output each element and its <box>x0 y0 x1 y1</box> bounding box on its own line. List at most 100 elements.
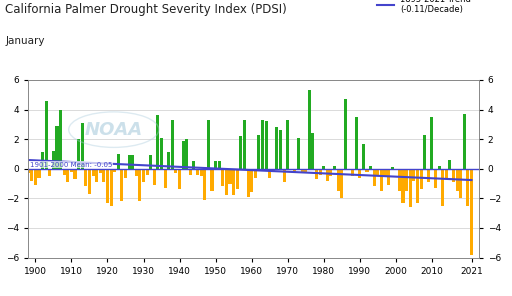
Bar <box>48 169 51 176</box>
Bar <box>258 135 261 169</box>
Bar <box>246 169 249 197</box>
Bar <box>102 169 105 182</box>
Bar <box>449 160 452 169</box>
Bar <box>409 169 412 207</box>
Bar <box>37 169 40 178</box>
Bar <box>210 169 214 191</box>
Bar <box>182 141 185 169</box>
Bar <box>55 126 58 169</box>
Bar <box>236 169 239 189</box>
Bar <box>19 142 23 169</box>
Bar <box>463 114 466 169</box>
Bar <box>221 169 224 186</box>
Bar <box>34 169 37 185</box>
Bar <box>301 169 304 172</box>
Bar <box>142 169 145 182</box>
Text: California Palmer Drought Severity Index (PDSI): California Palmer Drought Severity Index… <box>5 3 287 16</box>
Bar <box>131 155 134 169</box>
Bar <box>145 169 148 175</box>
Bar <box>138 169 141 201</box>
Bar <box>466 169 470 206</box>
Bar <box>405 169 408 191</box>
Bar <box>16 138 19 169</box>
Bar <box>398 169 401 191</box>
Bar <box>351 169 354 176</box>
Text: 1901-2000 Mean: -0.05: 1901-2000 Mean: -0.05 <box>30 162 112 168</box>
Bar <box>156 115 159 169</box>
Bar <box>185 139 188 169</box>
Bar <box>290 169 293 170</box>
Bar <box>153 169 156 185</box>
Legend: 1895-2021 Trend
(-0.11/Decade): 1895-2021 Trend (-0.11/Decade) <box>374 0 475 18</box>
Bar <box>110 169 113 206</box>
Bar <box>426 169 430 182</box>
Bar <box>369 166 372 169</box>
Bar <box>200 169 203 176</box>
Bar <box>416 169 419 203</box>
Bar <box>88 169 91 194</box>
Bar <box>218 161 221 169</box>
Bar <box>160 138 163 169</box>
Bar <box>366 169 369 172</box>
Bar <box>344 99 347 169</box>
Bar <box>175 169 178 173</box>
Bar <box>452 169 455 182</box>
Bar <box>275 127 279 169</box>
Bar <box>265 121 268 169</box>
Bar <box>456 169 459 191</box>
Bar <box>27 169 30 173</box>
Bar <box>207 120 210 169</box>
Bar <box>362 144 365 169</box>
Bar <box>308 90 311 169</box>
Bar <box>164 169 167 188</box>
Bar <box>106 169 109 203</box>
Bar <box>311 133 314 169</box>
Bar <box>358 169 361 178</box>
Bar <box>336 169 339 191</box>
Bar <box>261 120 264 169</box>
Bar <box>81 123 84 169</box>
Bar <box>470 169 473 255</box>
Bar <box>348 169 351 170</box>
Bar <box>189 169 192 175</box>
Bar <box>441 169 444 206</box>
Bar <box>59 110 62 169</box>
Bar <box>225 169 228 195</box>
Bar <box>149 155 152 169</box>
Bar <box>376 169 379 176</box>
Bar <box>304 169 307 172</box>
Bar <box>214 161 217 169</box>
Bar <box>135 169 138 176</box>
Bar <box>254 169 257 178</box>
Bar <box>124 169 127 178</box>
Bar <box>23 149 26 169</box>
Bar <box>459 169 462 198</box>
Text: January: January <box>5 36 45 46</box>
Bar <box>297 138 300 169</box>
Bar <box>272 169 275 172</box>
Bar <box>355 117 358 169</box>
Bar <box>52 151 55 169</box>
Bar <box>383 169 387 176</box>
Bar <box>117 154 120 169</box>
Bar <box>92 169 95 176</box>
Bar <box>438 166 441 169</box>
Bar <box>318 169 322 175</box>
Bar <box>228 169 231 184</box>
Bar <box>203 169 206 200</box>
Bar <box>250 169 253 192</box>
Bar <box>434 169 437 188</box>
Bar <box>66 169 69 182</box>
Bar <box>283 169 286 182</box>
Bar <box>412 169 415 181</box>
Bar <box>322 166 325 169</box>
Bar <box>74 169 77 179</box>
Bar <box>293 169 296 173</box>
Bar <box>62 169 66 175</box>
Bar <box>387 169 390 185</box>
Bar <box>84 169 88 186</box>
Bar <box>70 169 73 172</box>
Bar <box>239 136 242 169</box>
Bar <box>391 167 394 169</box>
Bar <box>419 169 422 189</box>
